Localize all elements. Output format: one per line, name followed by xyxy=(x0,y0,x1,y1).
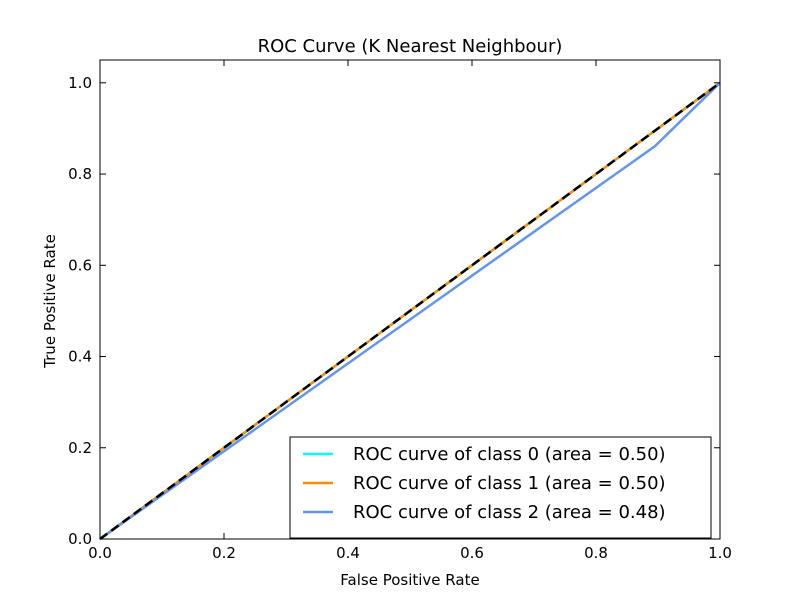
series-line-class-2 xyxy=(99,81,721,541)
x-tick-label: 0.0 xyxy=(88,544,112,562)
y-tick-label: 0.0 xyxy=(68,530,92,548)
series-layer xyxy=(99,81,721,541)
x-tick-label: 0.2 xyxy=(212,544,236,562)
x-axis-label: False Positive Rate xyxy=(340,571,479,589)
legend-box xyxy=(289,436,712,539)
plot-frame xyxy=(99,59,721,540)
y-tick-label: 0.4 xyxy=(68,348,92,366)
chart-title: ROC Curve (K Nearest Neighbour) xyxy=(258,36,563,57)
legend-entry-label: ROC curve of class 0 (area = 0.50) xyxy=(353,444,666,465)
y-tick-label: 1.0 xyxy=(68,74,92,92)
y-axis-label: True Positive Rate xyxy=(41,234,59,369)
x-tick-label: 1.0 xyxy=(708,544,732,562)
legend-entry-label: ROC curve of class 2 (area = 0.48) xyxy=(353,502,666,523)
legend-entry-label: ROC curve of class 1 (area = 0.50) xyxy=(353,473,666,494)
y-tick-label: 0.8 xyxy=(68,165,92,183)
x-tick-label: 0.8 xyxy=(584,544,608,562)
x-tick-label: 0.6 xyxy=(460,544,484,562)
x-tick-label: 0.4 xyxy=(336,544,360,562)
chance-diagonal-line xyxy=(99,81,721,541)
y-tick-label: 0.6 xyxy=(68,256,92,274)
ticks-layer: 0.0 0.2 0.4 0.6 0.8 1.0 0.0 0.2 0.4 0.6 0.8 1.0 xyxy=(68,60,732,562)
legend: ROC curve of class 0 (area = 0.50) ROC cu… xyxy=(289,436,712,539)
y-tick-label: 0.2 xyxy=(68,439,92,457)
